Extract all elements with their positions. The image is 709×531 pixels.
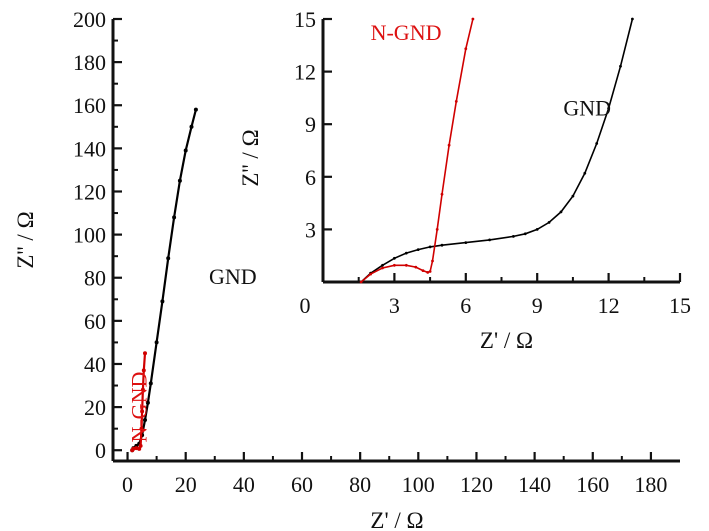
main-x-tick-label: 80 — [349, 472, 371, 497]
inset-label-gnd: GND — [563, 95, 611, 120]
main-y-tick-label: 0 — [95, 438, 106, 463]
main-y-tick-label: 100 — [73, 223, 106, 248]
main-x-tick-label: 120 — [460, 472, 493, 497]
inset-point-n-gnd — [426, 271, 430, 274]
inset-y-tick-label: 6 — [305, 165, 316, 190]
main-y-tick-label: 80 — [84, 266, 106, 291]
inset-x-tick-label: 3 — [389, 293, 400, 318]
inset-point-gnd — [416, 248, 420, 252]
inset-point-gnd — [559, 210, 563, 214]
main-point-n-gnd — [141, 368, 146, 373]
inset-x-tick-label: 0 — [300, 293, 311, 318]
main-point-gnd — [166, 256, 171, 261]
main-point-gnd — [148, 381, 153, 386]
main-y-tick-label: 40 — [84, 352, 106, 377]
main-x-tick-label: 20 — [175, 472, 197, 497]
inset-point-gnd — [535, 228, 539, 231]
inset-point-gnd — [393, 256, 396, 260]
inset-chart: 0 3 6 9 12 15 3 6 9 12 15 Z' / Ω Z'' / Ω GND N-GND — [238, 7, 691, 353]
inset-point-n-gnd — [414, 265, 418, 269]
inset-x-tick-label: 6 — [460, 293, 471, 318]
inset-point-gnd — [440, 243, 444, 247]
inset-y-tick-label: 3 — [305, 217, 316, 242]
main-y-tick-label: 120 — [73, 179, 106, 204]
inset-point-gnd — [547, 221, 551, 224]
main-x-tick-label: 140 — [518, 472, 551, 497]
main-label-n-gnd: N-GND — [126, 372, 151, 443]
main-point-n-gnd — [139, 426, 144, 431]
main-point-n-gnd — [140, 387, 145, 392]
inset-point-n-gnd — [393, 263, 396, 267]
main-x-tick-label: 0 — [122, 472, 133, 497]
inset-point-n-gnd — [464, 47, 468, 51]
inset-point-n-gnd — [435, 228, 439, 231]
main-point-gnd — [193, 107, 198, 112]
inset-point-n-gnd — [428, 270, 432, 273]
main-x-tick-label: 40 — [233, 472, 255, 497]
inset-point-gnd — [631, 17, 634, 21]
inset-label-n-gnd: N-GND — [371, 20, 442, 45]
inset-point-n-gnd — [381, 266, 384, 270]
main-x-tick-label: 100 — [402, 472, 435, 497]
main-point-gnd — [154, 340, 159, 345]
inset-x-tick-label: 15 — [669, 293, 691, 318]
main-y-tick-label: 160 — [73, 93, 106, 118]
main-point-n-gnd — [138, 443, 143, 448]
main-y-tick-label: 60 — [84, 309, 106, 334]
inset-y-tick-label: 15 — [294, 7, 316, 32]
main-y-tick-label: 200 — [73, 7, 106, 32]
main-point-gnd — [189, 124, 194, 129]
main-x-tick-label: 160 — [576, 472, 609, 497]
main-y-axis-title: Z'' / Ω — [13, 211, 38, 268]
main-chart: 0 20 40 60 80 100 120 140 160 1800204060801001201… — [13, 7, 680, 531]
inset-point-n-gnd — [369, 272, 372, 276]
inset-point-gnd — [607, 107, 610, 110]
inset-point-gnd — [404, 251, 408, 255]
main-point-gnd — [177, 178, 182, 183]
main-point-gnd — [183, 148, 188, 153]
inset-x-axis-title: Z' / Ω — [480, 328, 533, 353]
main-label-gnd: GND — [209, 264, 257, 289]
inset-point-gnd — [428, 245, 432, 249]
main-point-n-gnd — [143, 351, 147, 356]
main-y-tick-label: 140 — [73, 136, 106, 161]
inset-point-n-gnd — [471, 17, 475, 21]
inset-point-n-gnd — [421, 269, 425, 272]
inset-point-n-gnd — [404, 263, 408, 267]
inset-y-axis-title: Z'' / Ω — [238, 129, 263, 186]
inset-point-gnd — [381, 263, 384, 267]
main-y-tick-label: 20 — [84, 395, 106, 420]
main-point-gnd — [143, 418, 147, 422]
main-x-tick-label: 180 — [634, 472, 667, 497]
main-point-n-gnd — [140, 409, 145, 414]
inset-point-gnd — [619, 64, 622, 68]
main-point-gnd — [172, 215, 177, 220]
inset-point-gnd — [571, 194, 575, 198]
main-point-gnd — [160, 299, 165, 304]
inset-point-gnd — [595, 142, 599, 145]
inset-point-gnd — [523, 232, 527, 236]
inset-background — [323, 17, 684, 283]
inset-point-gnd — [583, 171, 587, 175]
main-y-tick-label: 180 — [73, 50, 106, 75]
inset-point-n-gnd — [447, 143, 451, 147]
inset-point-gnd — [488, 238, 491, 242]
inset-x-tick-label: 12 — [598, 293, 620, 318]
main-x-tick-label: 60 — [291, 472, 313, 497]
inset-x-tick-label: 9 — [532, 293, 543, 318]
inset-point-n-gnd — [440, 192, 444, 196]
inset-y-tick-label: 12 — [294, 60, 316, 85]
inset-point-n-gnd — [359, 280, 363, 284]
inset-point-gnd — [512, 235, 515, 238]
inset-point-n-gnd — [454, 100, 458, 103]
inset-y-tick-label: 9 — [305, 112, 316, 137]
inset-point-n-gnd — [431, 259, 434, 263]
main-point-gnd — [145, 400, 150, 405]
main-x-axis-title: Z' / Ω — [370, 508, 423, 531]
inset-point-gnd — [464, 241, 468, 245]
main-point-n-gnd — [137, 446, 142, 451]
